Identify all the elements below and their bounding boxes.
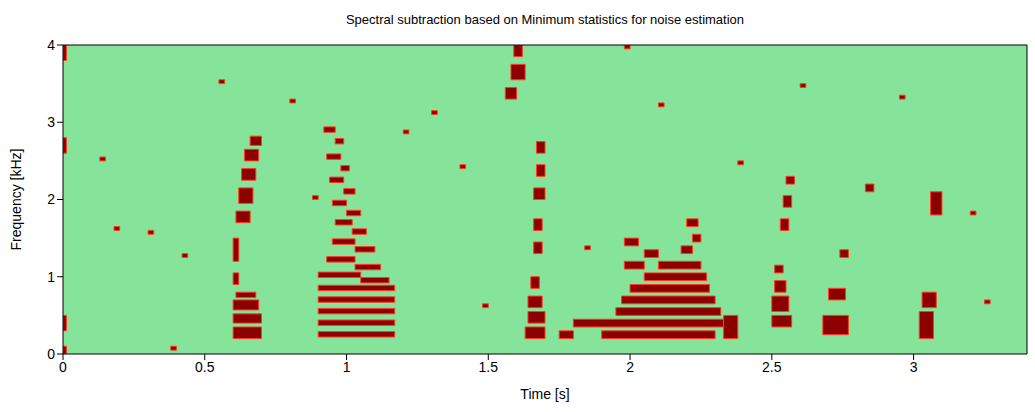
svg-text:2.5: 2.5 [762,359,782,375]
svg-text:3: 3 [47,114,55,130]
svg-text:Time [s]: Time [s] [520,386,569,402]
svg-text:Frequency [kHz]: Frequency [kHz] [8,149,24,251]
svg-text:0.5: 0.5 [195,359,215,375]
svg-text:1: 1 [47,269,55,285]
svg-text:2: 2 [47,191,55,207]
svg-text:3: 3 [910,359,918,375]
svg-text:0: 0 [47,346,55,362]
svg-text:0: 0 [59,359,67,375]
html-text:Spectral subtraction based on: Spectral subtraction based on Minimum st… [345,12,745,27]
svg-text:2: 2 [626,359,634,375]
svg-text:4: 4 [47,37,55,53]
svg-text:1.5: 1.5 [479,359,499,375]
svg-text:1: 1 [343,359,351,375]
